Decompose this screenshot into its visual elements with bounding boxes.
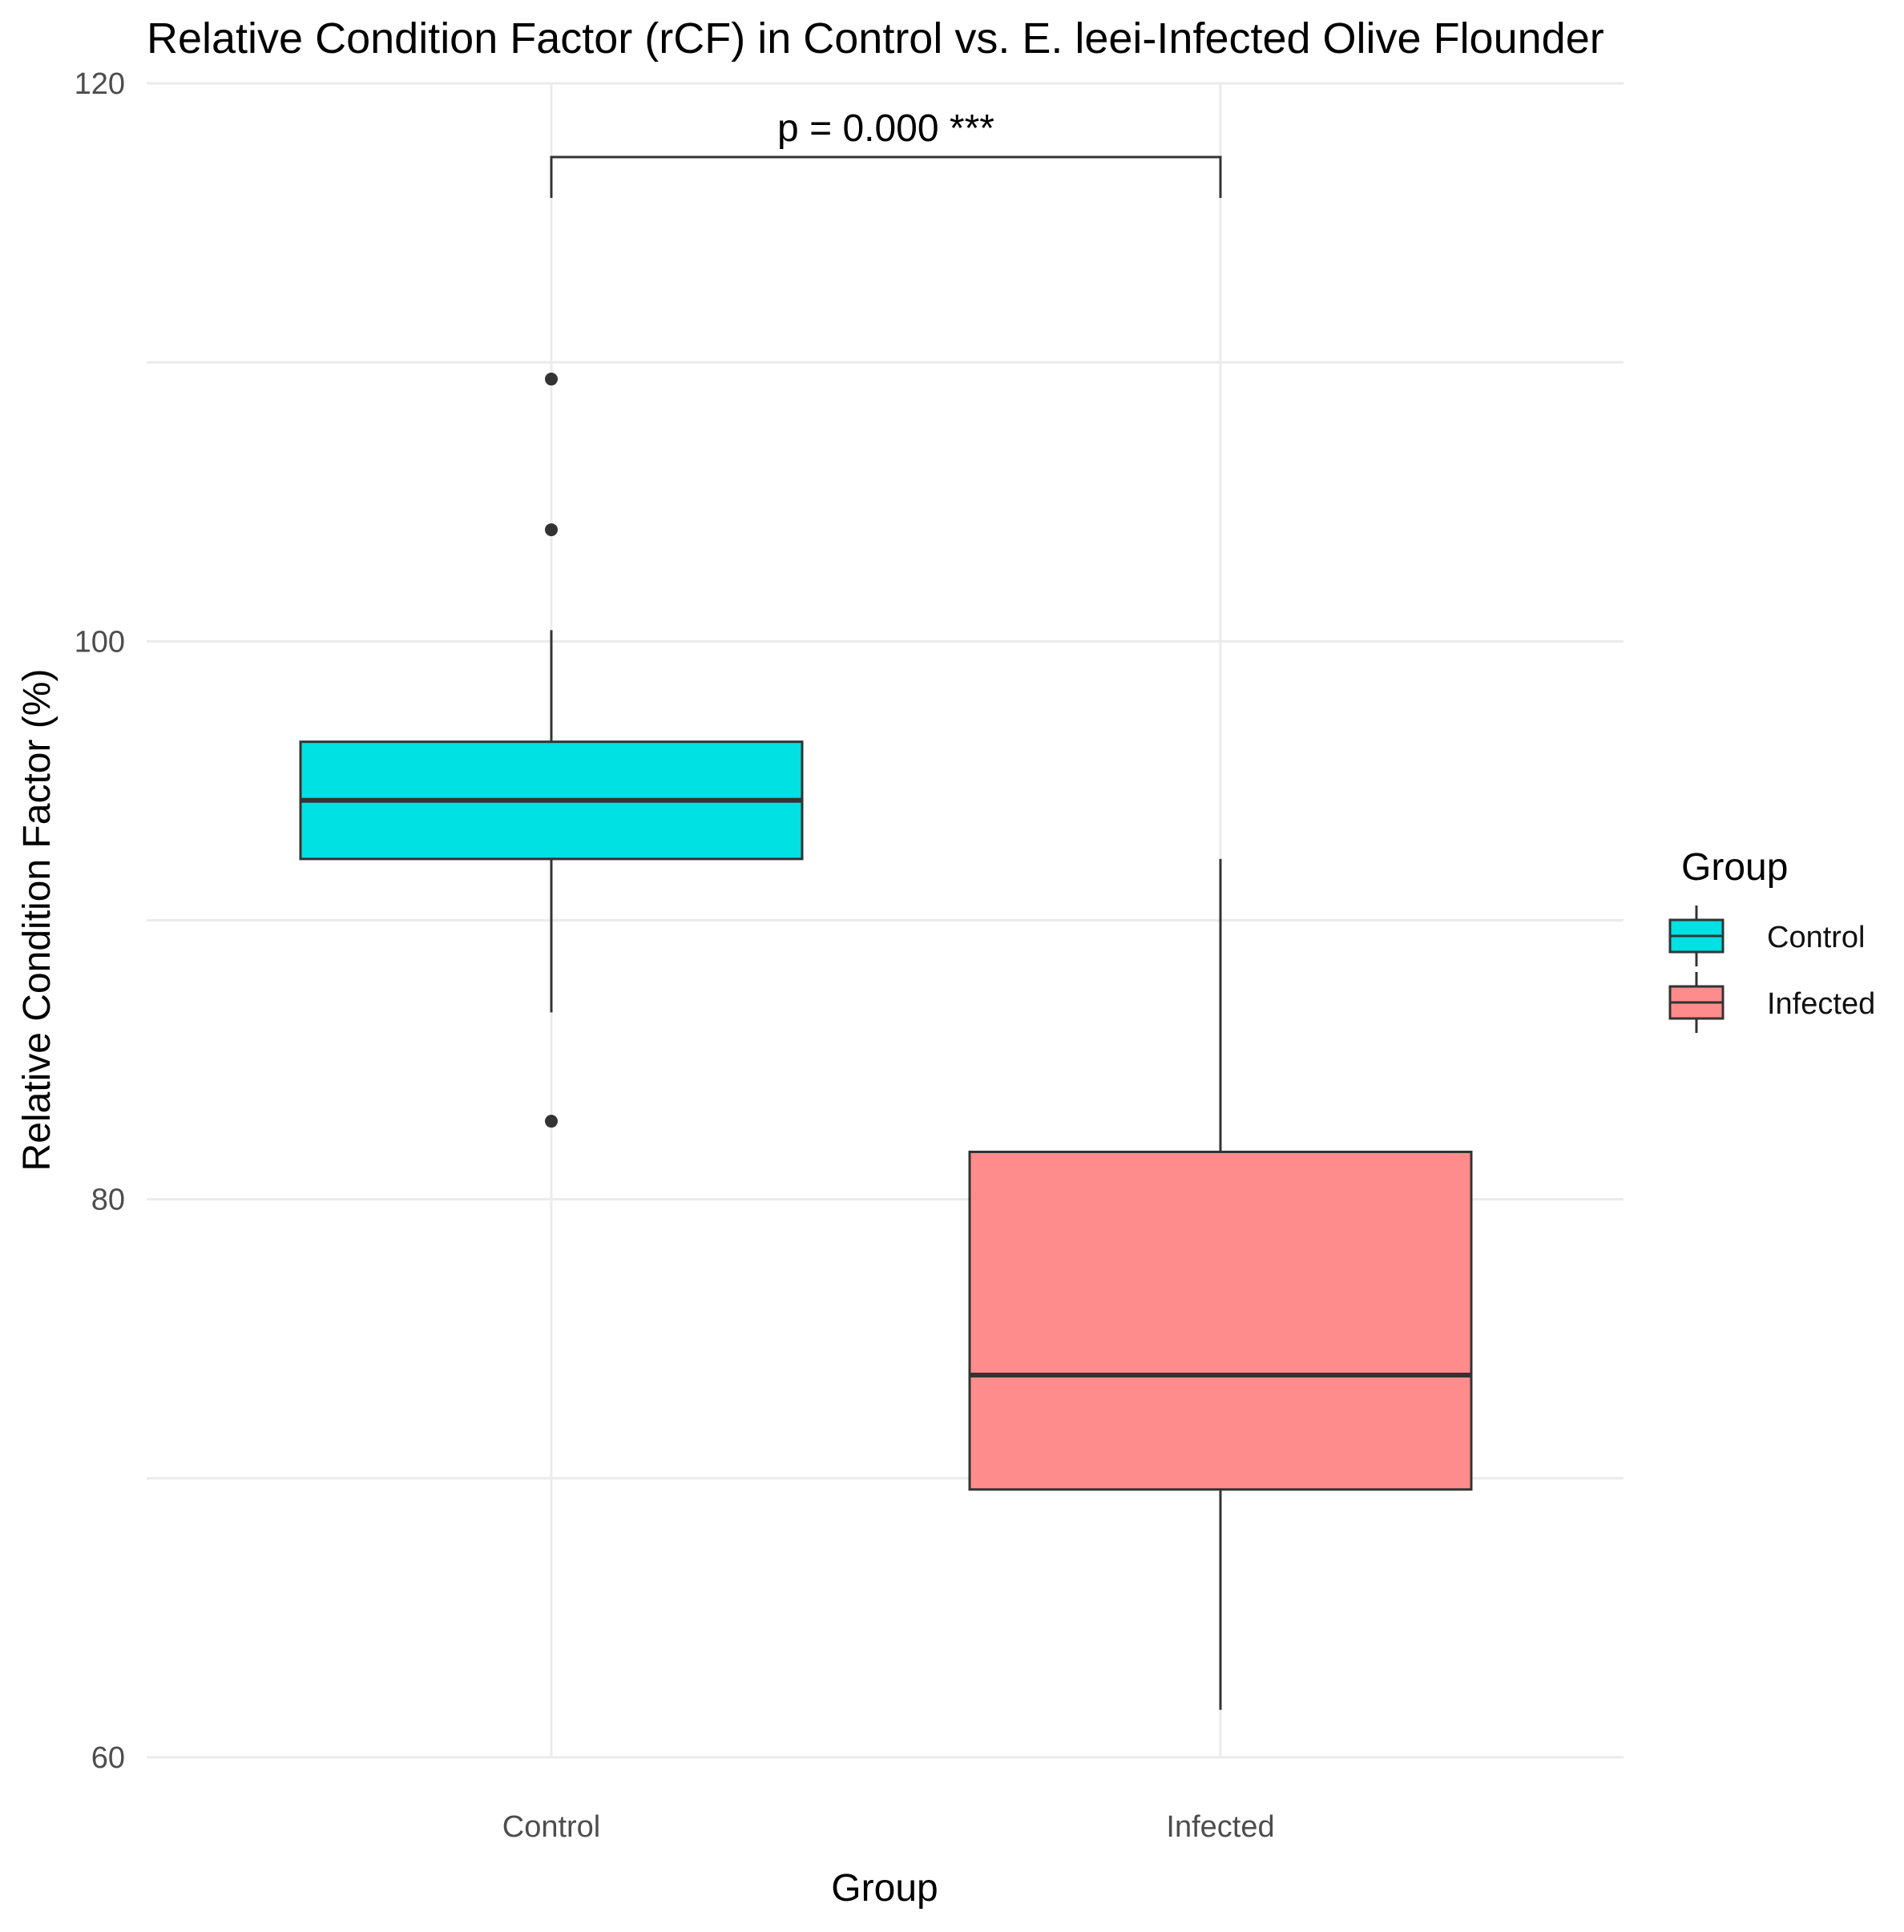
y-axis-title: Relative Condition Factor (%) bbox=[16, 669, 58, 1172]
box-control bbox=[299, 373, 804, 1128]
x-axis-title: Group bbox=[831, 1867, 938, 1910]
gridlines bbox=[147, 82, 1624, 1759]
significance-annotation: p = 0.000 *** bbox=[550, 107, 1222, 198]
outlier-point bbox=[545, 523, 558, 537]
iqr-box bbox=[968, 1150, 1473, 1491]
significance-bracket bbox=[550, 155, 1222, 198]
x-tick-label: Control bbox=[502, 1810, 601, 1844]
outlier-point bbox=[545, 1115, 558, 1128]
p-value-label: p = 0.000 *** bbox=[777, 107, 994, 150]
y-tick-label: 100 bbox=[75, 625, 125, 659]
chart-title: Relative Condition Factor (rCF) in Contr… bbox=[147, 14, 1604, 63]
x-tick-labels: Control Infected bbox=[502, 1810, 1275, 1844]
y-tick-label: 60 bbox=[91, 1741, 125, 1775]
legend-label: Control bbox=[1767, 921, 1866, 954]
x-tick-label: Infected bbox=[1166, 1810, 1274, 1844]
outlier-point bbox=[545, 373, 558, 386]
legend-label: Infected bbox=[1767, 987, 1875, 1021]
y-tick-label: 120 bbox=[75, 67, 125, 101]
boxes bbox=[299, 373, 1473, 1710]
legend: Group Control Infected bbox=[1668, 846, 1875, 1033]
legend-key-control bbox=[1668, 905, 1724, 966]
y-tick-label: 80 bbox=[91, 1184, 125, 1217]
y-tick-labels: 60 80 100 120 bbox=[75, 67, 125, 1775]
legend-key-infected bbox=[1668, 972, 1724, 1033]
legend-title: Group bbox=[1681, 846, 1788, 889]
box-infected bbox=[968, 858, 1473, 1710]
